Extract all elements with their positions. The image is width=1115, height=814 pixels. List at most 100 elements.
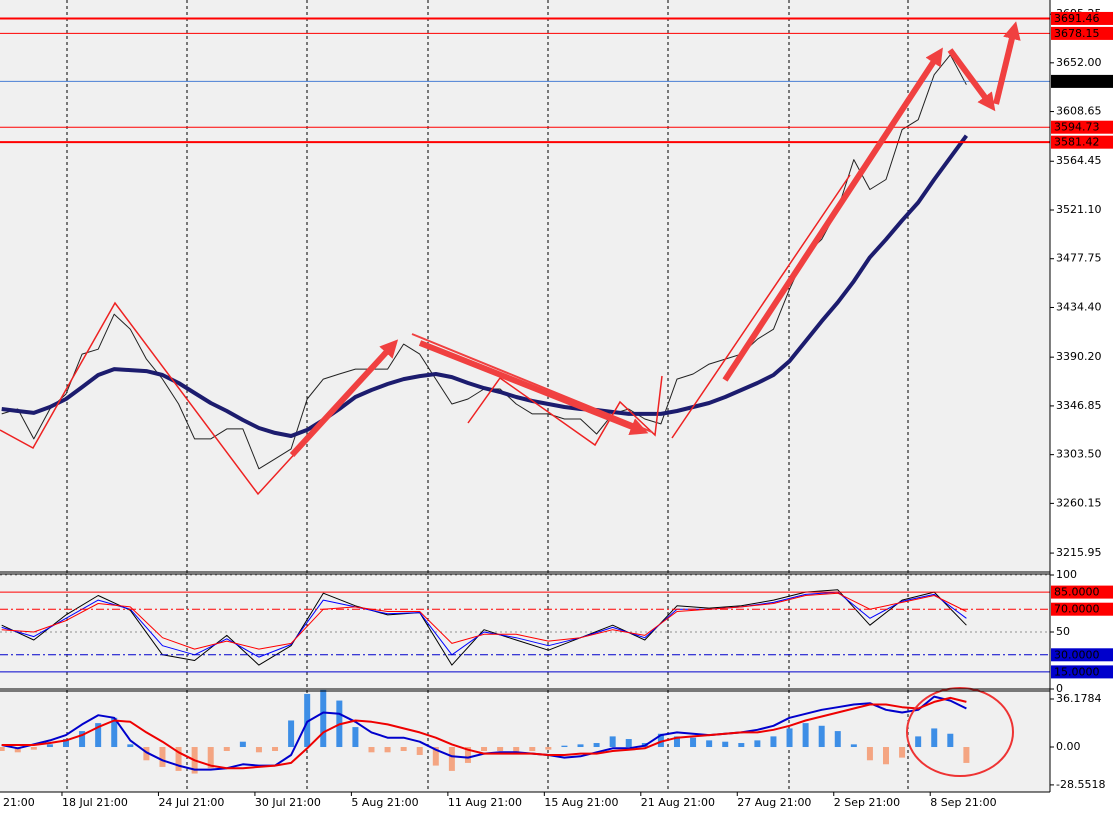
- level-label: 70.0000: [1054, 603, 1100, 616]
- y-tick-label: 3521.10: [1056, 203, 1102, 216]
- histogram-bar: [288, 720, 295, 748]
- histogram-bar: [159, 747, 166, 767]
- histogram-bar: [673, 736, 680, 748]
- zigzag: [0, 301, 301, 496]
- plots: [0, 17, 1050, 774]
- arrow: [418, 340, 649, 436]
- histogram-bar: [46, 744, 53, 748]
- histogram-bar: [320, 689, 327, 748]
- histogram-bar: [722, 741, 729, 748]
- drawings: [0, 21, 1021, 777]
- y-tick-label: 3434.40: [1056, 300, 1102, 313]
- histogram-bar: [561, 745, 568, 748]
- histogram-bar: [818, 725, 825, 748]
- histogram-bar: [400, 747, 407, 751]
- histogram-bar: [899, 747, 906, 758]
- y-tick-label: 3346.85: [1056, 399, 1102, 412]
- level-label: 3581.42: [1054, 136, 1100, 149]
- series-line: [1, 134, 969, 438]
- level-label-bg: [1051, 120, 1113, 134]
- y-tick-label: 3215.95: [1056, 546, 1102, 559]
- x-tick-label: 11 Aug 21:00: [448, 796, 522, 809]
- series-line: [1, 592, 967, 650]
- histogram-bar: [481, 747, 488, 751]
- x-tick-label: 30 Jul 21:00: [255, 796, 321, 809]
- y-tick-label: 3564.45: [1056, 154, 1102, 167]
- histogram-bar: [272, 747, 279, 751]
- histogram-bar: [63, 739, 70, 748]
- histogram-bar: [545, 747, 552, 750]
- axes: 3695.253652.003608.653564.453521.103477.…: [3, 7, 1113, 809]
- histogram-bar: [963, 747, 970, 763]
- level-label-bg: [1051, 74, 1113, 88]
- x-tick-label: 21:00: [3, 796, 35, 809]
- level-label-bg: [1051, 665, 1113, 679]
- x-tick-label: 2 Sep 21:00: [834, 796, 900, 809]
- histogram-bar: [497, 747, 504, 751]
- level-label: 30.0000: [1054, 648, 1100, 661]
- histogram-bar: [30, 747, 37, 750]
- histogram-bar: [850, 744, 857, 748]
- y-tick-label: 50: [1056, 625, 1070, 638]
- histogram-bar: [609, 736, 616, 748]
- level-label: 3691.46: [1054, 12, 1100, 25]
- series-line: [1, 591, 967, 658]
- histogram-bar: [690, 737, 697, 748]
- histogram-bar: [223, 747, 230, 751]
- level-label-bg: [1051, 648, 1113, 662]
- histogram-bar: [931, 728, 938, 748]
- level-label-bg: [1051, 26, 1113, 40]
- histogram-bar: [625, 739, 632, 748]
- x-tick-label: 24 Jul 21:00: [158, 796, 224, 809]
- arrow: [722, 47, 943, 382]
- level-label: 3594.73: [1054, 121, 1100, 134]
- level-label: 85.0000: [1054, 586, 1100, 599]
- histogram-bar: [175, 747, 182, 771]
- histogram-bar: [464, 747, 471, 763]
- y-tick-label: 3652.00: [1056, 56, 1102, 69]
- highlight-ellipse: [906, 687, 1014, 777]
- y-tick-label: 3390.20: [1056, 350, 1102, 363]
- histogram-bar: [368, 747, 375, 753]
- histogram-bar: [866, 747, 873, 761]
- series-line: [1, 696, 967, 770]
- arrow: [289, 339, 399, 458]
- x-tick-label: 8 Sep 21:00: [930, 796, 996, 809]
- histogram-bar: [754, 740, 761, 748]
- x-tick-label: 5 Aug 21:00: [351, 796, 418, 809]
- histogram-bar: [352, 727, 359, 748]
- level-label: 15.0000: [1054, 665, 1100, 678]
- histogram-bar: [207, 747, 214, 769]
- level-label: 3678.15: [1054, 27, 1100, 40]
- histogram-bar: [111, 717, 118, 748]
- histogram-bar: [79, 731, 86, 748]
- y-tick-label: 3477.75: [1056, 252, 1102, 265]
- y-tick-label: 0.00: [1056, 740, 1081, 753]
- level-label-bg: [1051, 602, 1113, 616]
- x-tick-label: 15 Aug 21:00: [544, 796, 618, 809]
- histogram-bar: [657, 733, 664, 748]
- histogram-bar: [947, 733, 954, 748]
- level-label-bg: [1051, 11, 1113, 25]
- x-tick-label: 21 Aug 21:00: [641, 796, 715, 809]
- y-tick-label: 100: [1056, 568, 1077, 581]
- histogram-bar: [127, 744, 134, 748]
- period-separators: [66, 0, 909, 792]
- zigzag: [467, 375, 663, 447]
- histogram-bar: [915, 736, 922, 748]
- histogram-bar: [802, 723, 809, 748]
- histogram-bar: [384, 747, 391, 753]
- arrow: [993, 21, 1021, 105]
- histogram-bar: [239, 741, 246, 748]
- level-label-bg: [1051, 135, 1113, 149]
- histogram-bar: [416, 747, 423, 755]
- histogram-bar: [304, 693, 311, 748]
- histogram-bar: [14, 747, 21, 753]
- arrow: [947, 48, 996, 112]
- level-label-bg: [1051, 585, 1113, 599]
- histogram-bar: [577, 744, 584, 748]
- y-tick-label: -28.5518: [1056, 778, 1105, 791]
- y-tick-label: 36.1784: [1056, 692, 1102, 705]
- x-tick-label: 27 Aug 21:00: [737, 796, 811, 809]
